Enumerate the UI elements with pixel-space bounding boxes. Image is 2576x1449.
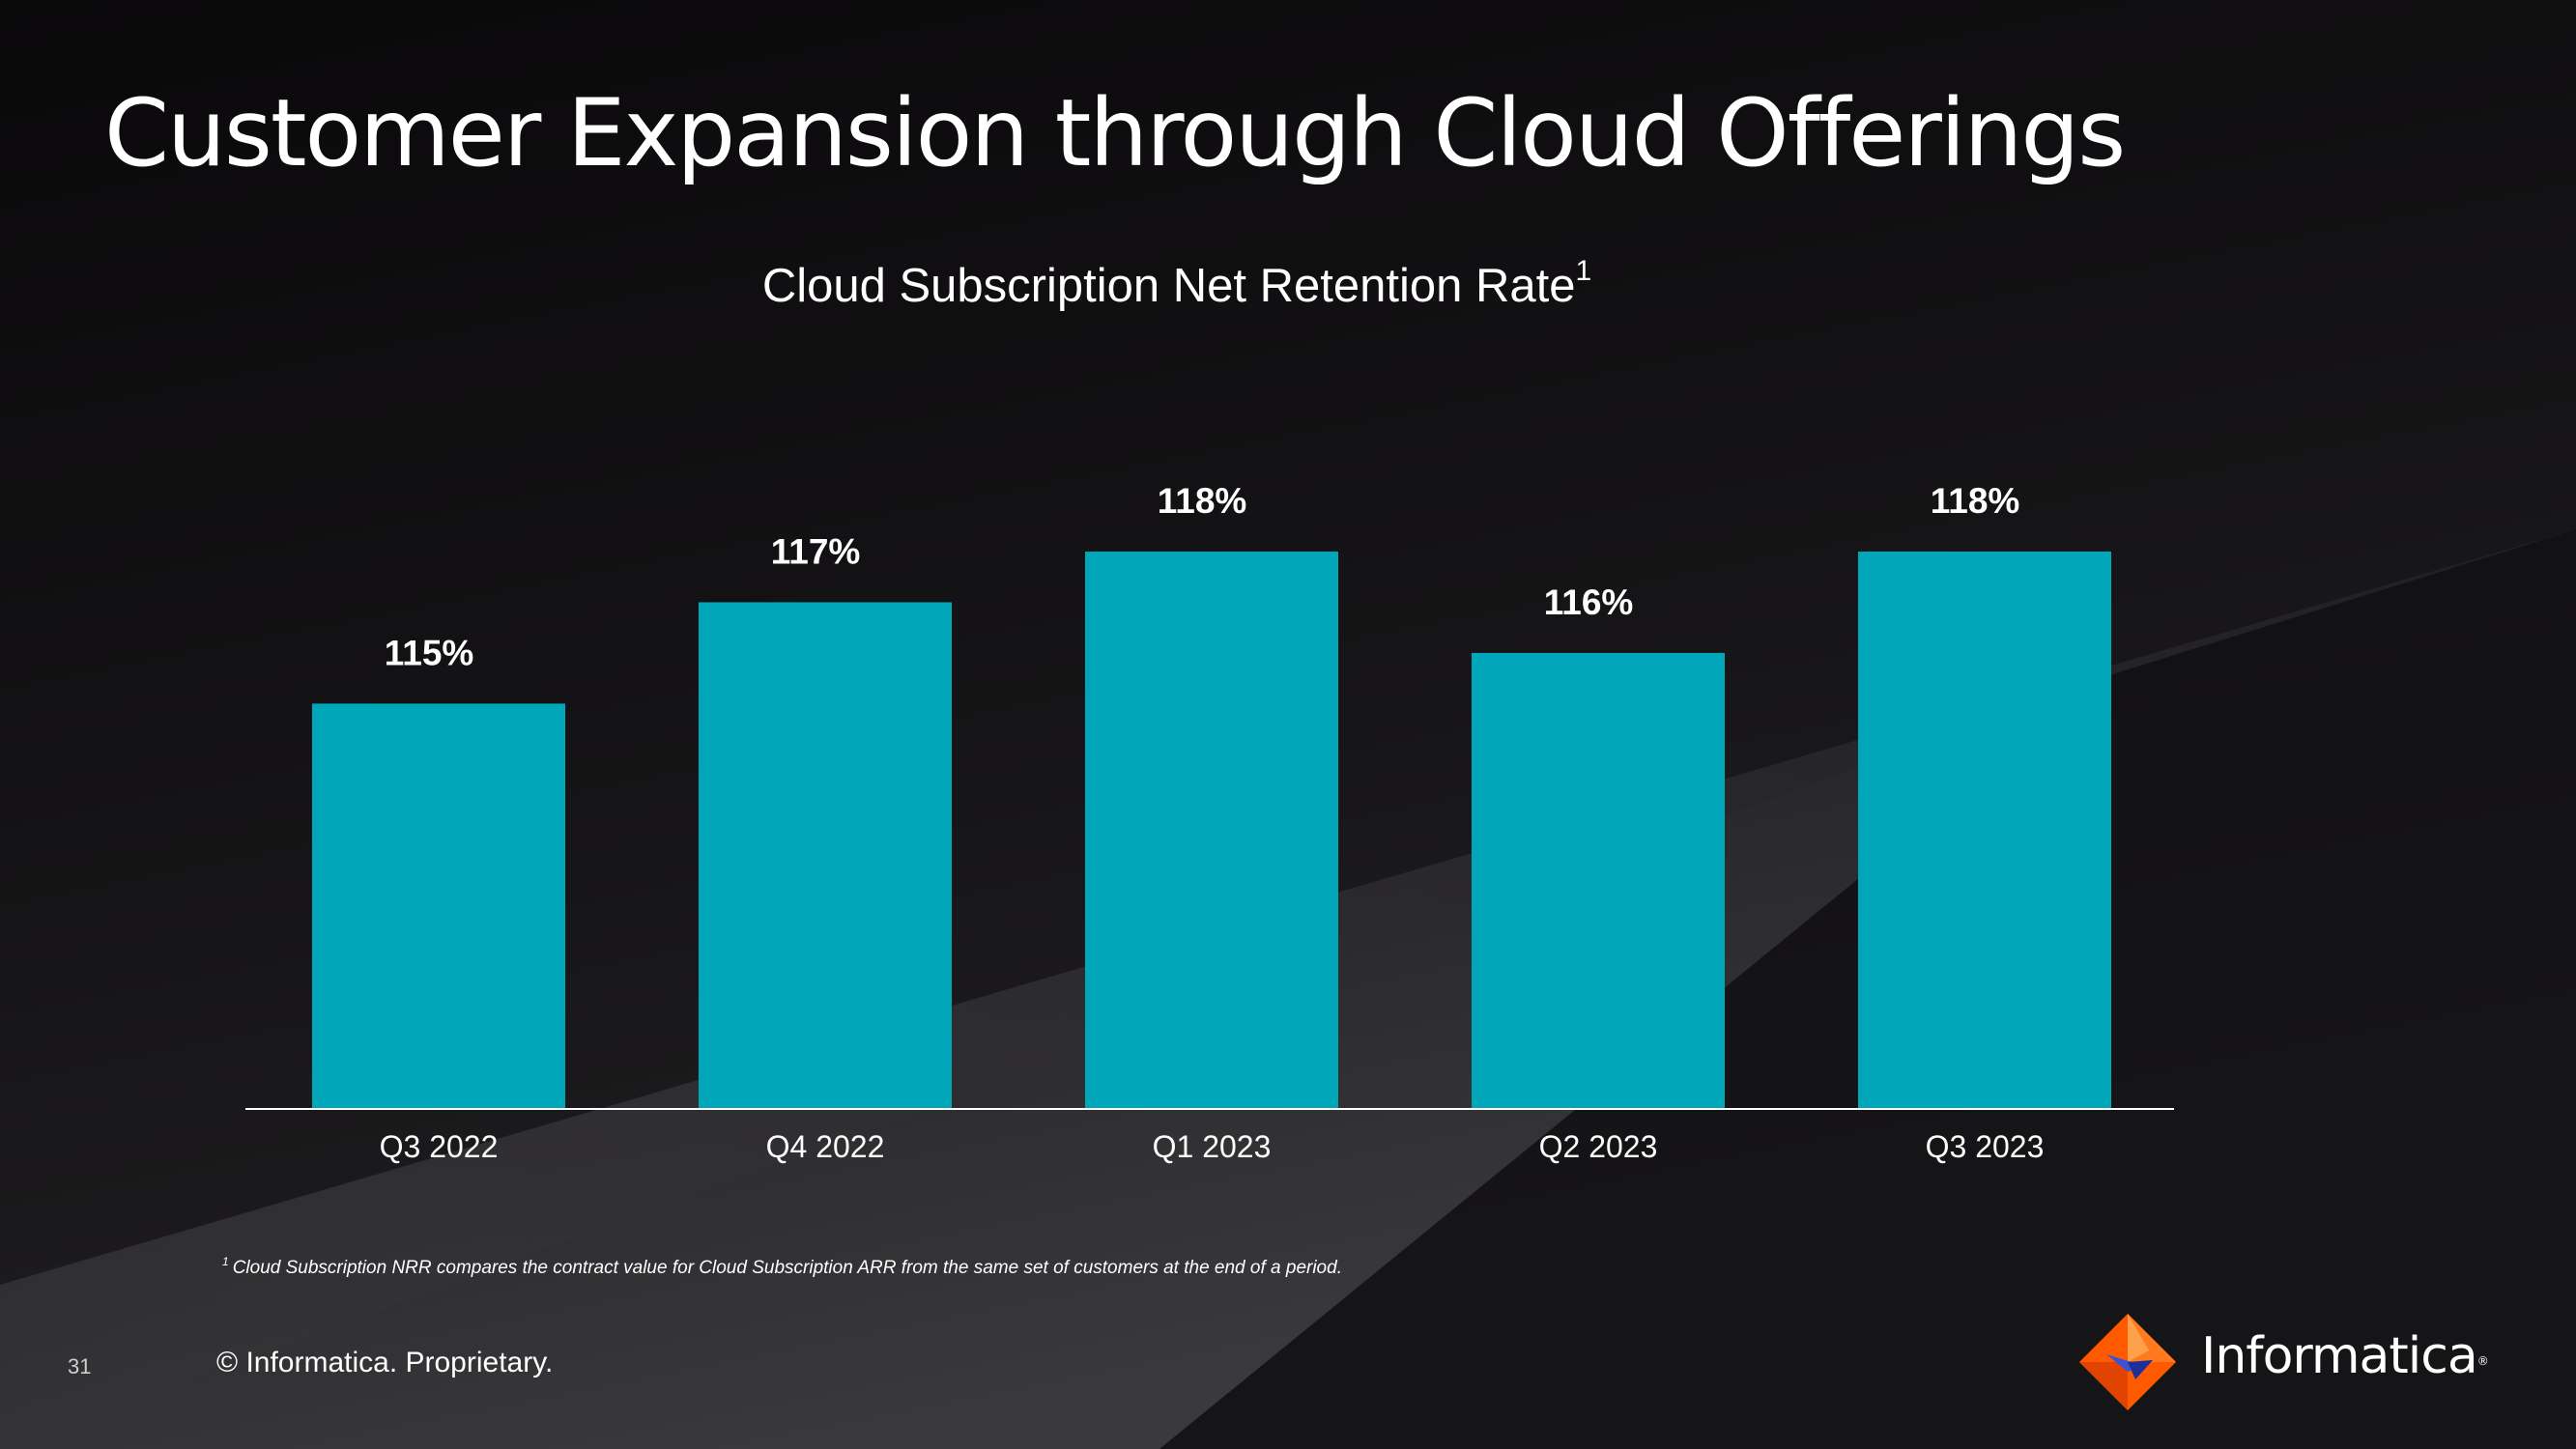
data-label: 118% [1931,481,2020,521]
bar-q1-2023 [1085,552,1338,1109]
data-label: 118% [1158,481,1247,521]
chart-title-text: Cloud Subscription Net Retention Rate [761,260,1576,312]
registered-mark: ® [2476,1354,2489,1368]
chart-title-footnote-marker: 1 [1575,255,1592,287]
data-label: 115% [385,633,474,672]
copyright-notice: © Informatica. Proprietary. [216,1347,554,1378]
x-tick-label: Q2 2023 [1539,1129,1658,1164]
logo-wordmark: Informatica® [2201,1327,2489,1385]
x-tick-label: Q4 2022 [766,1129,885,1164]
logo-wordmark-text: Informatica [2201,1327,2478,1385]
informatica-logo-icon [2079,1314,2176,1410]
footnote-marker: 1 [222,1255,229,1268]
slide-title: Customer Expansion through Cloud Offerin… [104,79,2126,187]
page-number: 31 [68,1354,92,1378]
x-tick-label: Q3 2023 [1926,1129,2045,1164]
bar-q2-2023 [1472,652,1725,1109]
x-tick-label: Q1 2023 [1153,1129,1272,1164]
informatica-logo: Informatica® [2077,1312,2489,1418]
bar-q4-2022 [699,602,952,1109]
bar-q3-2022 [312,703,565,1109]
footnote-text: Cloud Subscription NRR compares the cont… [232,1258,1342,1278]
data-label: 117% [771,531,861,571]
bar-q3-2023 [1858,552,2111,1109]
x-tick-label: Q3 2022 [380,1129,499,1164]
data-label: 116% [1544,582,1634,622]
chart-title: Cloud Subscription Net Retention Rate1 [0,257,2354,313]
footnote: 1 Cloud Subscription NRR compares the con… [222,1255,1342,1279]
